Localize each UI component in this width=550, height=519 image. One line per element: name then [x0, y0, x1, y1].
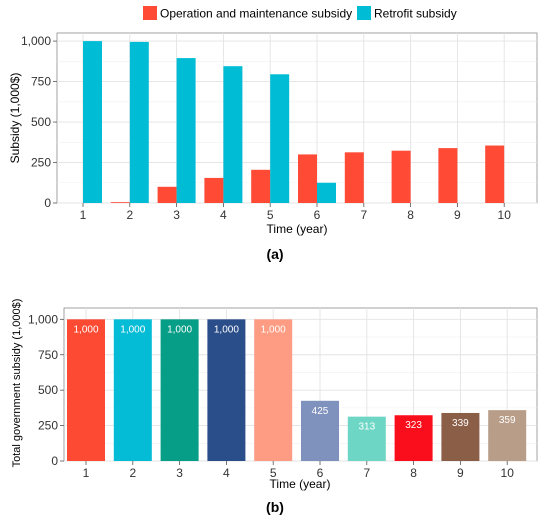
x-axis-label-a: Time (year) [267, 222, 328, 236]
y-tick-label: 250 [38, 419, 58, 433]
bar-data-label: 1,000 [261, 324, 286, 335]
bar-data-label: 1,000 [120, 324, 145, 335]
y-axis-b: 0 250 500 750 1,000 [28, 312, 64, 468]
x-tick-label: 4 [220, 208, 227, 222]
x-tick-label: 6 [314, 208, 321, 222]
bar-om-subsidy [392, 151, 411, 203]
y-tick-label: 500 [38, 383, 58, 397]
bar-data-label: 339 [452, 418, 469, 429]
y-tick-label: 0 [51, 454, 58, 468]
x-tick-label: 4 [223, 466, 230, 480]
y-tick-label: 250 [31, 156, 51, 170]
y-axis-label-a: Subsidy (1,000$) [8, 73, 22, 164]
x-tick-label: 3 [176, 466, 183, 480]
y-axis-label-b: Total government subsidy (1,000$) [11, 299, 23, 468]
x-tick-label: 9 [457, 466, 464, 480]
bar-om-subsidy [204, 178, 223, 203]
bar-retrofit-subsidy [270, 74, 289, 203]
bar-retrofit-subsidy [83, 41, 102, 203]
x-tick-label: 7 [360, 208, 367, 222]
bar-om-subsidy [345, 152, 364, 203]
x-tick-label: 7 [363, 466, 370, 480]
y-tick-label: 500 [31, 115, 51, 129]
bar-data-label: 425 [312, 406, 329, 417]
bar-total-subsidy [67, 319, 105, 461]
bar-om-subsidy [298, 154, 317, 203]
bar-om-subsidy [438, 148, 457, 203]
y-tick-label: 0 [44, 196, 51, 210]
legend-label-om: Operation and maintenance subsidy [160, 7, 352, 21]
bar-om-subsidy [111, 202, 130, 203]
x-tick-label: 2 [129, 466, 136, 480]
bar-retrofit-subsidy [177, 58, 196, 203]
bar-data-label: 1,000 [73, 324, 98, 335]
y-tick-label: 750 [38, 348, 58, 362]
bar-retrofit-subsidy [130, 42, 149, 203]
bar-total-subsidy [254, 319, 292, 461]
bar-retrofit-subsidy [223, 66, 242, 203]
panel-label-a: (a) [266, 246, 283, 262]
x-tick-label: 3 [173, 208, 180, 222]
x-tick-label: 10 [498, 208, 512, 222]
y-tick-label: 750 [31, 75, 51, 89]
y-tick-label: 1,000 [21, 34, 51, 48]
bar-data-label: 1,000 [214, 324, 239, 335]
legend-a: Operation and maintenance subsidy Retrof… [143, 6, 457, 21]
x-tick-label: 1 [83, 466, 90, 480]
bar-data-label: 323 [405, 420, 422, 431]
bar-om-subsidy [251, 170, 270, 203]
legend-swatch-om [143, 6, 157, 20]
bar-total-subsidy [161, 319, 199, 461]
panel-label-b: (b) [266, 499, 284, 515]
bar-total-subsidy [114, 319, 152, 461]
y-tick-label: 1,000 [28, 312, 58, 326]
plot-panel-a [57, 33, 537, 203]
bar-total-subsidy [207, 319, 245, 461]
x-tick-label: 8 [407, 208, 414, 222]
x-tick-label: 8 [410, 466, 417, 480]
x-tick-label: 9 [454, 208, 461, 222]
bar-om-subsidy [158, 187, 177, 203]
x-axis-label-b: Time (year) [270, 477, 331, 491]
x-tick-label: 2 [126, 208, 133, 222]
x-tick-label: 5 [267, 208, 274, 222]
y-axis-a: 0 250 500 750 1,000 [21, 34, 57, 210]
bar-data-label: 359 [499, 415, 516, 426]
bar-data-label: 313 [358, 422, 375, 433]
x-tick-label: 1 [80, 208, 87, 222]
x-axis-a: 1 2 3 4 5 6 7 8 9 10 [80, 203, 512, 222]
x-tick-label: 10 [501, 466, 515, 480]
bar-data-label: 1,000 [167, 324, 192, 335]
legend-label-retrofit: Retrofit subsidy [374, 7, 457, 21]
bar-retrofit-subsidy [317, 183, 336, 203]
bar-om-subsidy [485, 146, 504, 203]
legend-swatch-retrofit [357, 6, 371, 20]
